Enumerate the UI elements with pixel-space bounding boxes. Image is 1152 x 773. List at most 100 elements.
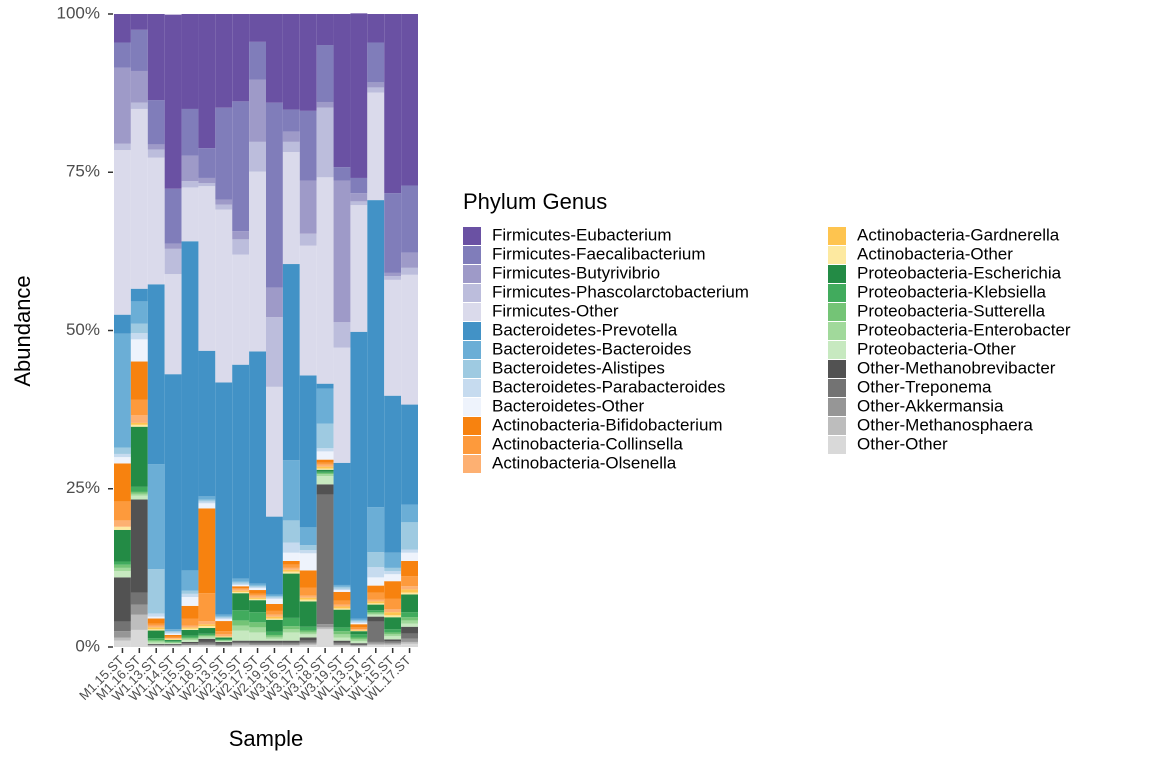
bar-segment	[350, 201, 368, 206]
bar-segment	[333, 14, 351, 168]
bar-segment	[299, 245, 317, 376]
bar-segment	[316, 484, 334, 495]
bar-segment	[316, 627, 334, 630]
bar-segment	[198, 350, 216, 497]
legend-label: Actinobacteria-Olsenella	[492, 453, 677, 472]
bar-segment	[232, 364, 250, 579]
bar-segment	[198, 508, 216, 594]
bar-segment	[130, 29, 148, 71]
bar-segment	[384, 552, 402, 568]
bar-segment	[232, 254, 250, 365]
bar-segment	[249, 627, 266, 633]
bar-segment	[181, 645, 199, 646]
bar-segment	[367, 577, 385, 586]
bar-segment	[350, 629, 368, 630]
bar-segment	[114, 463, 131, 502]
bar-segment	[147, 643, 165, 645]
bar-segment	[316, 383, 334, 389]
bar-segment	[164, 188, 182, 244]
bar-segment	[164, 639, 182, 641]
bar-segment	[164, 645, 182, 647]
bar-segment	[181, 596, 199, 606]
bar-segment	[266, 640, 283, 643]
legend-key	[828, 379, 846, 397]
bar-segment	[130, 14, 148, 30]
bar-segment	[316, 107, 334, 178]
bar-segment	[350, 639, 368, 642]
bar-segment	[266, 317, 283, 387]
bar-segment	[147, 640, 165, 642]
bar-segment	[114, 150, 131, 315]
bar-segment	[333, 645, 351, 646]
bar-segment	[384, 193, 402, 273]
bar-segment	[215, 204, 233, 210]
bar-segment	[401, 641, 418, 644]
bar-segment	[299, 640, 317, 643]
bar-segment	[130, 323, 148, 334]
bar-segment	[198, 621, 216, 625]
legend-label: Proteobacteria-Klebsiella	[857, 282, 1047, 301]
y-tick-label: 25%	[66, 478, 100, 497]
bar-segment	[299, 601, 317, 627]
bar-segment	[181, 637, 199, 639]
bar-segment	[401, 594, 418, 613]
bar-segment	[367, 603, 385, 605]
bar-segment	[181, 629, 199, 636]
legend-key	[828, 398, 846, 416]
bar-segment	[130, 486, 148, 492]
bar-segment	[282, 14, 300, 110]
bar-segment	[249, 586, 266, 589]
bar-segment	[282, 460, 300, 521]
bar-segment	[367, 614, 385, 617]
bar-segment	[282, 632, 300, 641]
bar-segment	[316, 476, 334, 485]
bar-segment	[147, 623, 165, 626]
bar-segment	[164, 638, 182, 639]
bar-segment	[367, 621, 385, 642]
bar-segment	[384, 567, 402, 572]
bar-segment	[299, 527, 317, 546]
bar-segment	[114, 333, 131, 448]
bar-segment	[215, 640, 233, 641]
bar-segment	[367, 604, 385, 611]
bar-segment	[249, 645, 266, 647]
bar-segment	[147, 569, 165, 614]
bar-segment	[333, 645, 351, 647]
bar-segment	[367, 507, 385, 553]
bar-segment	[350, 644, 368, 646]
bar-segment	[232, 589, 250, 591]
bar-segment	[198, 14, 216, 149]
bar-segment	[384, 645, 402, 647]
bar-segment	[181, 593, 199, 597]
bar-segment	[350, 645, 368, 646]
bar-segment	[384, 629, 402, 633]
legend-label: Proteobacteria-Sutterella	[857, 301, 1046, 320]
bar-segment	[384, 581, 402, 599]
bar-segment	[198, 645, 216, 647]
legend-label: Actinobacteria-Other	[857, 244, 1013, 263]
bar-segment	[350, 641, 368, 644]
bar-segment	[114, 529, 131, 562]
legend-label: Actinobacteria-Collinsella	[492, 434, 683, 453]
bar-segment	[384, 615, 402, 618]
bar-segment	[299, 595, 317, 598]
bar-segment	[350, 618, 368, 621]
bar-segment	[350, 634, 368, 638]
bar-segment	[147, 645, 165, 646]
bar-segment	[198, 628, 216, 634]
bar-segment	[350, 643, 368, 645]
bar-segment	[114, 457, 131, 464]
bar-segment	[316, 459, 334, 463]
bar-segment	[266, 596, 283, 598]
bar-segment	[333, 600, 351, 605]
bar-segment	[266, 643, 283, 646]
bar-segment	[198, 633, 216, 635]
bar-segment	[249, 597, 266, 599]
bar-segment	[181, 14, 199, 109]
bar-segment	[282, 573, 300, 618]
bar-segment	[147, 625, 165, 628]
bar-segment	[333, 643, 351, 646]
bar-segment	[164, 274, 182, 375]
bar-segment	[198, 503, 216, 509]
bar-segment	[316, 177, 334, 384]
